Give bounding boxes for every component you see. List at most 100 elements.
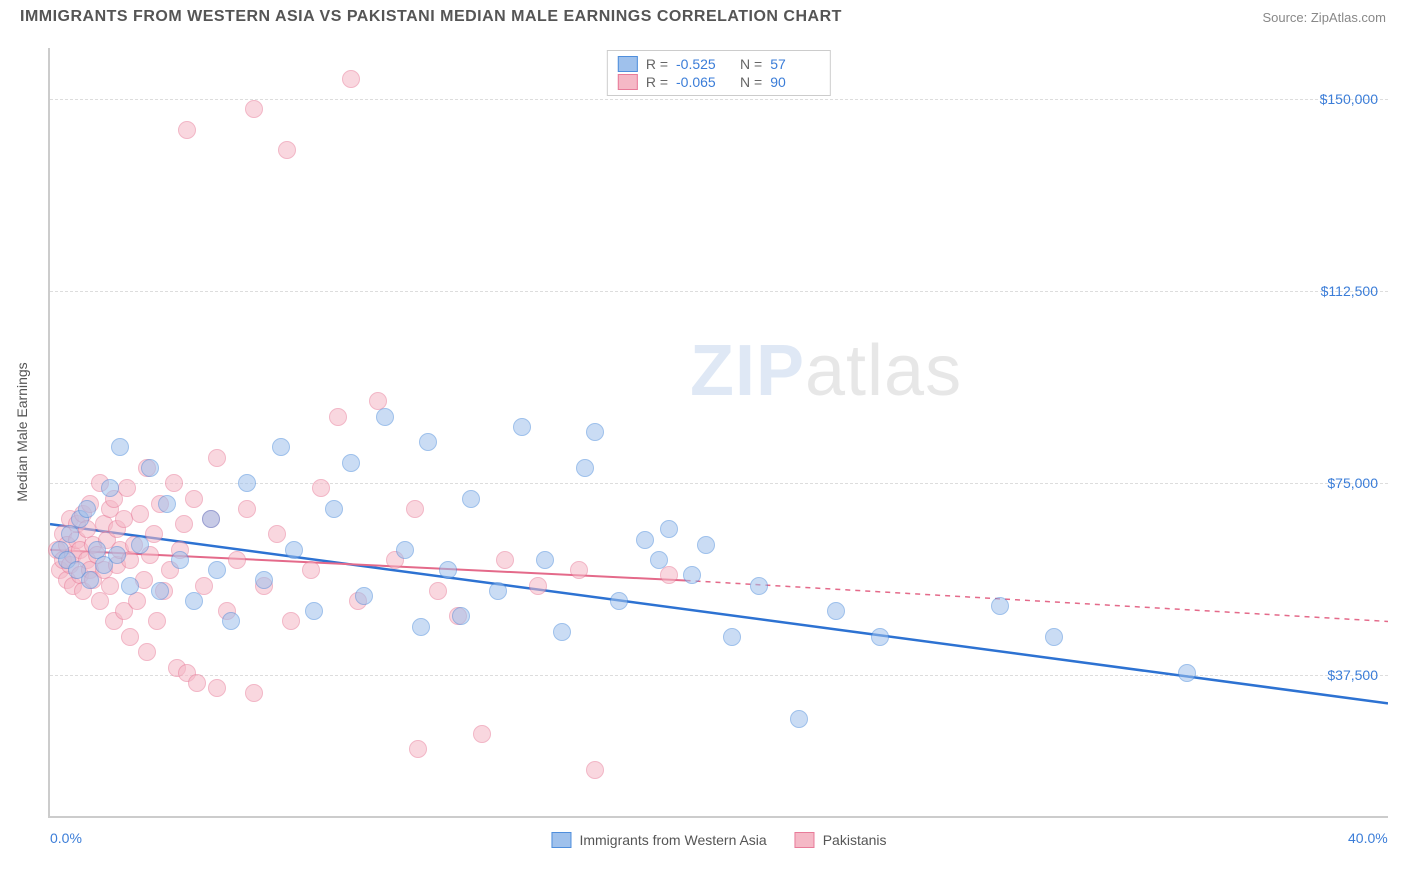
legend-item-western_asia: Immigrants from Western Asia: [551, 832, 766, 848]
data-point-western_asia: [285, 541, 303, 559]
data-point-western_asia: [412, 618, 430, 636]
data-point-western_asia: [61, 525, 79, 543]
chart-source: Source: ZipAtlas.com: [1262, 10, 1386, 25]
data-point-western_asia: [305, 602, 323, 620]
data-point-western_asia: [871, 628, 889, 646]
data-point-western_asia: [355, 587, 373, 605]
data-point-western_asia: [697, 536, 715, 554]
data-point-pakistanis: [496, 551, 514, 569]
data-point-western_asia: [1178, 664, 1196, 682]
data-point-western_asia: [141, 459, 159, 477]
n-value: 90: [770, 74, 820, 90]
data-point-pakistanis: [409, 740, 427, 758]
r-label: R =: [646, 56, 668, 72]
data-point-pakistanis: [138, 643, 156, 661]
data-point-western_asia: [489, 582, 507, 600]
data-point-western_asia: [131, 536, 149, 554]
data-point-western_asia: [171, 551, 189, 569]
r-value: -0.525: [676, 56, 726, 72]
data-point-western_asia: [576, 459, 594, 477]
data-point-western_asia: [81, 571, 99, 589]
data-point-western_asia: [342, 454, 360, 472]
x-tick-label: 0.0%: [50, 830, 82, 846]
data-point-pakistanis: [185, 490, 203, 508]
r-value: -0.065: [676, 74, 726, 90]
data-point-pakistanis: [278, 141, 296, 159]
data-point-western_asia: [553, 623, 571, 641]
data-point-western_asia: [376, 408, 394, 426]
data-point-pakistanis: [178, 121, 196, 139]
data-point-western_asia: [101, 479, 119, 497]
data-point-pakistanis: [118, 479, 136, 497]
gridline: [50, 291, 1388, 292]
data-point-western_asia: [439, 561, 457, 579]
scatter-plot: ZIPatlas $37,500$75,000$112,500$150,000: [50, 48, 1388, 816]
n-label: N =: [740, 56, 762, 72]
data-point-western_asia: [202, 510, 220, 528]
data-point-western_asia: [462, 490, 480, 508]
data-point-western_asia: [610, 592, 628, 610]
data-point-western_asia: [158, 495, 176, 513]
data-point-western_asia: [272, 438, 290, 456]
trend-line-dashed-pakistanis: [686, 580, 1388, 621]
data-point-pakistanis: [245, 100, 263, 118]
data-point-pakistanis: [245, 684, 263, 702]
data-point-pakistanis: [165, 474, 183, 492]
y-tick-label: $150,000: [1320, 91, 1378, 107]
data-point-western_asia: [683, 566, 701, 584]
data-point-pakistanis: [208, 679, 226, 697]
data-point-pakistanis: [208, 449, 226, 467]
data-point-pakistanis: [329, 408, 347, 426]
data-point-western_asia: [396, 541, 414, 559]
stats-row-western_asia: R = -0.525 N = 57: [618, 55, 820, 73]
data-point-pakistanis: [268, 525, 286, 543]
data-point-pakistanis: [238, 500, 256, 518]
data-point-western_asia: [636, 531, 654, 549]
data-point-pakistanis: [529, 577, 547, 595]
data-point-western_asia: [255, 571, 273, 589]
y-tick-label: $112,500: [1321, 283, 1378, 299]
swatch-western_asia: [618, 56, 638, 72]
stats-row-pakistanis: R = -0.065 N = 90: [618, 73, 820, 91]
legend-label: Immigrants from Western Asia: [579, 832, 766, 848]
data-point-western_asia: [222, 612, 240, 630]
swatch-western_asia: [551, 832, 571, 848]
x-tick-label: 40.0%: [1348, 830, 1388, 846]
data-point-pakistanis: [570, 561, 588, 579]
data-point-pakistanis: [282, 612, 300, 630]
data-point-western_asia: [452, 607, 470, 625]
data-point-western_asia: [78, 500, 96, 518]
n-value: 57: [770, 56, 820, 72]
data-point-pakistanis: [121, 628, 139, 646]
data-point-pakistanis: [131, 505, 149, 523]
data-point-western_asia: [419, 433, 437, 451]
data-point-pakistanis: [228, 551, 246, 569]
data-point-pakistanis: [302, 561, 320, 579]
data-point-western_asia: [536, 551, 554, 569]
data-point-western_asia: [513, 418, 531, 436]
data-point-pakistanis: [586, 761, 604, 779]
data-point-western_asia: [111, 438, 129, 456]
data-point-western_asia: [121, 577, 139, 595]
data-point-western_asia: [991, 597, 1009, 615]
chart-plot-area: Median Male Earnings ZIPatlas $37,500$75…: [48, 48, 1388, 818]
r-label: R =: [646, 74, 668, 90]
correlation-stats-legend: R = -0.525 N = 57 R = -0.065 N = 90: [607, 50, 831, 96]
watermark: ZIPatlas: [690, 330, 962, 412]
data-point-pakistanis: [342, 70, 360, 88]
data-point-western_asia: [185, 592, 203, 610]
swatch-pakistanis: [618, 74, 638, 90]
data-point-pakistanis: [115, 510, 133, 528]
data-point-western_asia: [723, 628, 741, 646]
chart-title: IMMIGRANTS FROM WESTERN ASIA VS PAKISTAN…: [20, 8, 842, 26]
data-point-western_asia: [586, 423, 604, 441]
data-point-pakistanis: [406, 500, 424, 518]
y-axis-label: Median Male Earnings: [14, 362, 30, 501]
data-point-western_asia: [827, 602, 845, 620]
series-legend: Immigrants from Western AsiaPakistanis: [551, 832, 886, 848]
n-label: N =: [740, 74, 762, 90]
data-point-western_asia: [208, 561, 226, 579]
data-point-pakistanis: [429, 582, 447, 600]
swatch-pakistanis: [795, 832, 815, 848]
data-point-pakistanis: [101, 577, 119, 595]
